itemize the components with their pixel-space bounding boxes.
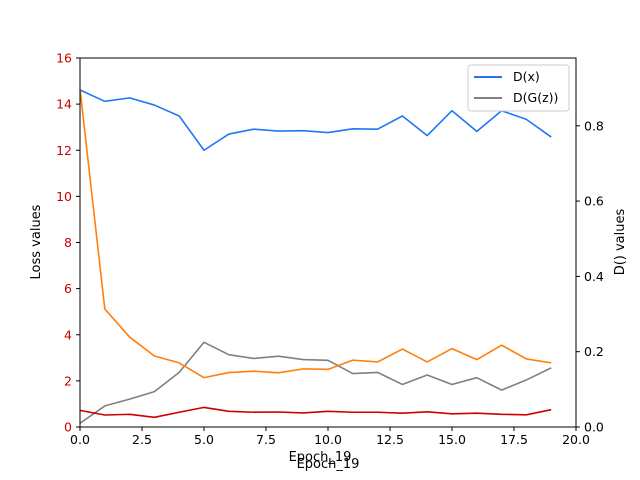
series-line-loss-red [79, 406, 552, 419]
x-tick-label: 0.0 [70, 432, 90, 447]
x-tick-label: 17.5 [500, 432, 528, 447]
series-line-dgz [79, 341, 552, 424]
x-tick-label: 12.5 [376, 432, 404, 447]
left-tick-label: 12 [56, 143, 72, 158]
left-axis-label: Loss values [29, 204, 44, 279]
series-lines [79, 89, 552, 424]
plot-frame [79, 57, 577, 428]
right-tick-label: 0.8 [584, 118, 604, 133]
legend-label-dx: D(x) [513, 69, 540, 84]
left-tick-label: 6 [64, 281, 72, 296]
left-tick-label: 16 [56, 51, 72, 66]
left-tick-label: 0 [64, 420, 72, 435]
left-tick-label: 4 [64, 327, 72, 342]
right-tick-label: 0.2 [584, 344, 604, 359]
x-tick-label: 2.5 [132, 432, 152, 447]
x-axis-label-secondary: Epoch_19 [297, 457, 360, 472]
series-line-loss-orange [79, 89, 552, 379]
x-tick-label: 5.0 [194, 432, 214, 447]
left-tick-label: 14 [56, 97, 72, 112]
series-line-dx [79, 89, 552, 152]
x-tick-label: 7.5 [256, 432, 276, 447]
x-axis-label: Epoch_19 [289, 450, 352, 465]
left-axis-ticks: 0 2 4 6 8 10 12 14 16 [56, 51, 80, 435]
right-tick-label: 0.0 [584, 420, 604, 435]
legend-label-dgz: D(G(z)) [513, 90, 558, 105]
x-tick-label: 15.0 [438, 432, 466, 447]
x-tick-label: 20.0 [562, 432, 590, 447]
right-tick-label: 0.6 [584, 194, 604, 209]
left-tick-label: 10 [56, 189, 72, 204]
x-axis-ticks: 0.0 2.5 5.0 7.5 10.0 12.5 15.0 17.5 20.0 [70, 427, 590, 447]
right-tick-label: 0.4 [584, 269, 604, 284]
right-axis-label: D() values [613, 208, 628, 275]
left-tick-label: 2 [64, 373, 72, 388]
legend: D(x) D(G(z)) [467, 64, 570, 112]
right-axis-ticks: 0.0 0.2 0.4 0.6 0.8 [576, 118, 604, 435]
x-tick-label: 10.0 [314, 432, 342, 447]
left-tick-label: 8 [64, 235, 72, 250]
